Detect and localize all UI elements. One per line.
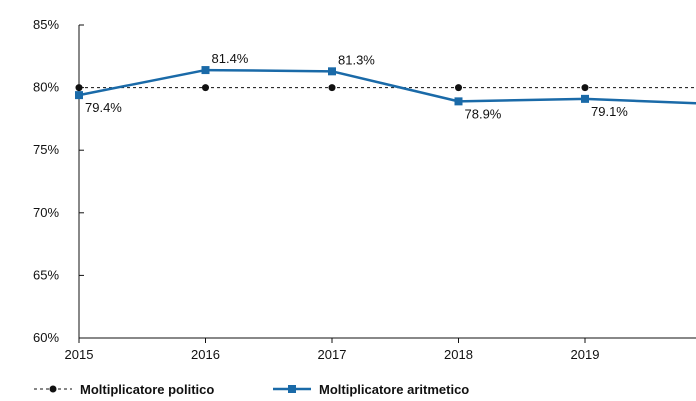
data-label-aritmetico: 81.4% (212, 51, 249, 66)
legend-label-aritmetico: Moltiplicatore aritmetico (319, 382, 469, 397)
legend-marker-politico (49, 385, 57, 393)
point-aritmetico (328, 67, 336, 76)
legend-item-aritmetico: Moltiplicatore aritmetico (273, 382, 469, 397)
x-tick-label: 2017 (318, 347, 347, 362)
data-label-aritmetico: 79.4% (85, 100, 122, 115)
point-politico (202, 84, 209, 92)
y-axis-labels: 60% 65% 70% 75% 80% 85% (33, 17, 59, 345)
y-tick-label: 85% (33, 17, 59, 32)
y-tick-label: 80% (33, 80, 59, 95)
legend: Moltiplicatore politico Moltiplicatore a… (34, 382, 469, 397)
x-tick-label: 2015 (65, 347, 94, 362)
series-aritmetico (75, 66, 696, 106)
x-axis-labels: 20152016201720182019202 (65, 347, 600, 362)
y-tick-label: 65% (33, 267, 59, 282)
series-politico (75, 84, 696, 92)
x-tick-label: 2018 (444, 347, 473, 362)
point-politico (455, 84, 462, 92)
legend-item-politico: Moltiplicatore politico (34, 382, 214, 397)
data-label-aritmetico: 79.1% (591, 104, 628, 119)
data-labels: 79.4%81.4%81.3%78.9%79.1%78.7 (85, 51, 628, 121)
point-aritmetico (75, 91, 83, 100)
data-label-aritmetico: 81.3% (338, 52, 375, 67)
point-politico (581, 84, 589, 92)
data-label-aritmetico: 78.9% (465, 106, 502, 121)
y-tick-label: 70% (33, 205, 59, 220)
legend-marker-aritmetico (288, 385, 296, 393)
series-line-aritmetico (78, 68, 696, 105)
x-tick-label: 2019 (571, 347, 600, 362)
y-tick-label: 75% (33, 142, 59, 157)
point-politico (75, 84, 83, 92)
point-aritmetico (581, 94, 589, 103)
legend-label-politico: Moltiplicatore politico (80, 382, 214, 397)
point-politico (328, 84, 336, 92)
point-aritmetico (454, 97, 463, 106)
axes (78, 24, 696, 343)
y-tick-label: 60% (33, 330, 59, 345)
x-tick-label: 2016 (191, 347, 220, 362)
point-aritmetico (201, 66, 210, 75)
